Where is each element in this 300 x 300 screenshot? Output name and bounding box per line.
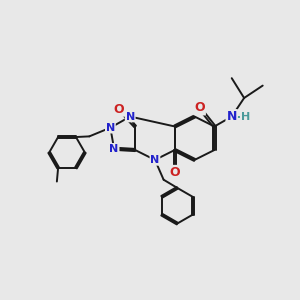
- Text: H: H: [241, 112, 250, 122]
- Text: O: O: [169, 166, 180, 179]
- Text: O: O: [194, 101, 205, 114]
- Text: H: H: [241, 112, 250, 122]
- Text: O: O: [114, 103, 124, 116]
- Text: N: N: [150, 155, 160, 165]
- Text: O: O: [194, 101, 205, 114]
- Text: N: N: [106, 123, 115, 133]
- Text: O: O: [169, 166, 180, 179]
- Text: N: N: [226, 110, 237, 123]
- Text: O: O: [114, 103, 124, 116]
- Text: N: N: [126, 112, 135, 122]
- Text: N: N: [110, 144, 119, 154]
- Text: N: N: [226, 110, 237, 123]
